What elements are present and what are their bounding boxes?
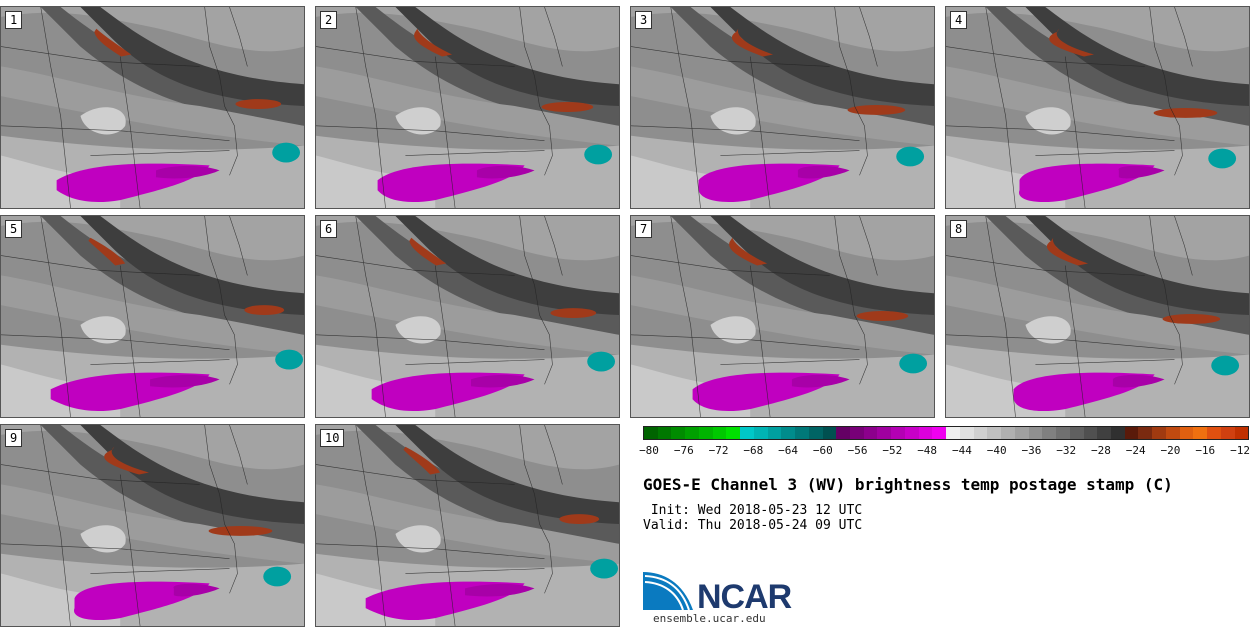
panel-label: 9 xyxy=(5,429,23,447)
colorbar-segment xyxy=(685,427,699,439)
colorbar-segment xyxy=(781,427,796,439)
colorbar-tick-label: −52 xyxy=(882,444,903,457)
panel-label: 3 xyxy=(635,11,653,29)
colorbar-tick-label: −12 xyxy=(1230,444,1250,457)
colorbar-tick-label: −32 xyxy=(1056,444,1077,457)
member-panel: 10 xyxy=(315,424,620,627)
init-time: Init: Wed 2018-05-23 12 UTC xyxy=(643,503,863,518)
colorbar-segment xyxy=(1097,427,1111,439)
colorbar-segment xyxy=(1165,427,1180,439)
colorbar-segment xyxy=(877,427,892,439)
panel-label: 6 xyxy=(320,220,338,238)
colorbar-segment xyxy=(1001,427,1015,439)
ncar-logo-icon xyxy=(643,572,693,611)
colorbar-segment xyxy=(822,427,837,439)
colorbar-segment xyxy=(850,427,864,439)
member-panel: 9 xyxy=(0,424,305,627)
member-panel: 8 xyxy=(945,215,1250,418)
colorbar-tick-label: −64 xyxy=(778,444,798,457)
colorbar-segment xyxy=(795,427,809,439)
colorbar-segment xyxy=(767,427,782,439)
colorbar-segment xyxy=(644,427,658,439)
member-panel: 7 xyxy=(630,215,935,418)
colorbar-segment xyxy=(698,427,713,439)
panel-label: 10 xyxy=(320,429,345,447)
colorbar-segment xyxy=(1056,427,1070,439)
figure-title: GOES-E Channel 3 (WV) brightness temp po… xyxy=(643,475,1173,494)
panel-label: 2 xyxy=(320,11,338,29)
colorbar-segment xyxy=(863,427,878,439)
colorbar-segment xyxy=(987,427,1002,439)
colorbar-tick-label: −72 xyxy=(708,444,729,457)
colorbar-segment xyxy=(959,427,974,439)
colorbar-segment xyxy=(891,427,905,439)
colorbar-segment xyxy=(1179,427,1194,439)
colorbar-tick-label: −24 xyxy=(1125,444,1146,457)
member-panel: 1 xyxy=(0,6,305,209)
colorbar-tick-label: −80 xyxy=(639,444,659,457)
colorbar-ticks: −80 −76 −72 −68 −64 −60 −56 −52 −48 −44 −40 −36 −32 −… xyxy=(639,444,1250,458)
colorbar-segment xyxy=(712,427,727,439)
colorbar-segment xyxy=(836,427,851,439)
ncar-logo-text: NCAR xyxy=(697,578,792,616)
colorbar-tick-label: −28 xyxy=(1091,444,1111,457)
colorbar-segment xyxy=(1138,427,1153,439)
colorbar-segment xyxy=(1220,427,1235,439)
colorbar-segment xyxy=(973,427,988,439)
colorbar-tick-label: −76 xyxy=(673,444,694,457)
member-panel: 4 xyxy=(945,6,1250,209)
colorbar-segment xyxy=(1124,427,1139,439)
site-url: ensemble.ucar.edu xyxy=(653,612,766,625)
colorbar-segment xyxy=(1028,427,1043,439)
colorbar-tick-label: −36 xyxy=(1021,444,1042,457)
colorbar-segment xyxy=(753,427,768,439)
colorbar-segment xyxy=(1083,427,1098,439)
colorbar-tick-label: −68 xyxy=(743,444,764,457)
colorbar-tick-label: −44 xyxy=(951,444,972,457)
colorbar-segment xyxy=(946,427,960,439)
colorbar-segment xyxy=(726,427,741,439)
colorbar-tick-label: −20 xyxy=(1160,444,1181,457)
panel-label: 4 xyxy=(950,11,968,29)
panel-label: 7 xyxy=(635,220,653,238)
colorbar-tick-label: −48 xyxy=(917,444,938,457)
colorbar-segment xyxy=(932,427,947,439)
colorbar xyxy=(643,426,1249,440)
colorbar-segment xyxy=(1110,427,1125,439)
colorbar-segment xyxy=(657,427,672,439)
colorbar-segment xyxy=(808,427,823,439)
colorbar-segment xyxy=(671,427,686,439)
colorbar-segment xyxy=(1042,427,1057,439)
member-panel: 6 xyxy=(315,215,620,418)
colorbar-segment xyxy=(740,427,754,439)
member-panel: 3 xyxy=(630,6,935,209)
colorbar-segment xyxy=(1069,427,1084,439)
panel-label: 5 xyxy=(5,220,23,238)
valid-time: Valid: Thu 2018-05-24 09 UTC xyxy=(643,518,863,533)
colorbar-segment xyxy=(1207,427,1221,439)
colorbar-segment xyxy=(918,427,933,439)
colorbar-segment xyxy=(1014,427,1029,439)
colorbar-segment xyxy=(904,427,919,439)
colorbar-tick-label: −40 xyxy=(986,444,1007,457)
member-panel: 2 xyxy=(315,6,620,209)
colorbar-segment xyxy=(1152,427,1166,439)
colorbar-segment xyxy=(1193,427,1208,439)
colorbar-tick-label: −16 xyxy=(1195,444,1216,457)
colorbar-segment xyxy=(1234,427,1249,439)
colorbar-tick-label: −60 xyxy=(812,444,833,457)
colorbar-tick-label: −56 xyxy=(847,444,868,457)
panel-label: 1 xyxy=(5,11,23,29)
member-panel: 5 xyxy=(0,215,305,418)
panel-label: 8 xyxy=(950,220,968,238)
